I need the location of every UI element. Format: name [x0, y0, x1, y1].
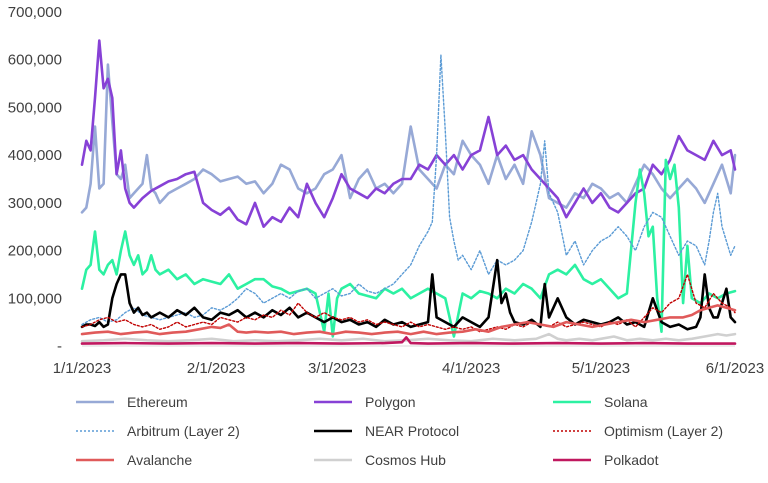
x-tick-label: 2/1/2023	[187, 360, 245, 377]
x-axis: 1/1/2023 2/1/2023 3/1/2023 4/1/2023 5/1/2023…	[53, 345, 764, 377]
x-tick-label: 5/1/2023	[572, 360, 630, 377]
legend-item-ethereum: Ethereum	[76, 394, 188, 410]
legend-item-polygon: Polygon	[314, 394, 416, 410]
legend-label: Solana	[604, 394, 648, 410]
legend-item-polkadot: Polkadot	[553, 452, 659, 468]
x-tick-label: 4/1/2023	[442, 360, 500, 377]
legend-item-cosmos-hub: Cosmos Hub	[314, 452, 446, 468]
x-tick-label: 6/1/2023	[706, 360, 764, 377]
series-line-optimism-layer-2	[81, 273, 736, 333]
legend-item-arbitrum-layer-2: Arbitrum (Layer 2)	[76, 423, 240, 439]
legend-label: Arbitrum (Layer 2)	[127, 423, 240, 439]
legend-item-near-protocol: NEAR Protocol	[314, 423, 459, 439]
series-line-arbitrum-layer-2	[81, 54, 736, 326]
y-tick-label: 500,000	[8, 99, 62, 116]
y-tick-label: 200,000	[8, 243, 62, 260]
series-line-near-protocol	[80, 258, 737, 331]
legend-item-optimism-layer-2: Optimism (Layer 2)	[553, 423, 723, 439]
legend-label: Polygon	[365, 394, 416, 410]
x-tick-label: 3/1/2023	[308, 360, 366, 377]
legend-item-avalanche: Avalanche	[76, 452, 192, 468]
x-tick-label: 1/1/2023	[53, 360, 111, 377]
legend-label: Cosmos Hub	[365, 452, 446, 468]
legend-label: Ethereum	[127, 394, 188, 410]
y-tick-label: 300,000	[8, 195, 62, 212]
plot-area	[80, 39, 737, 345]
legend-label: Polkadot	[604, 452, 659, 468]
series-line-solana	[80, 158, 737, 338]
y-tick-label: 400,000	[8, 147, 62, 164]
legend-label: NEAR Protocol	[365, 423, 459, 439]
legend-label: Avalanche	[127, 452, 192, 468]
y-tick-label: -	[57, 338, 62, 355]
series-line-cosmos-hub	[80, 332, 737, 343]
y-tick-label: 100,000	[8, 290, 62, 307]
y-tick-label: 700,000	[8, 4, 62, 21]
series-line-ethereum	[80, 63, 737, 214]
series-line-avalanche	[80, 304, 737, 336]
series-line-polkadot	[80, 336, 737, 345]
legend-label: Optimism (Layer 2)	[604, 423, 723, 439]
legend: Ethereum Polygon Solana Arbitrum (Layer 2) N…	[76, 394, 723, 468]
y-tick-label: 600,000	[8, 52, 62, 69]
legend-item-solana: Solana	[553, 394, 648, 410]
series-line-polygon	[80, 39, 737, 228]
y-axis: - 100,000 200,000 300,000 400,000 500,000 600,…	[8, 4, 62, 355]
